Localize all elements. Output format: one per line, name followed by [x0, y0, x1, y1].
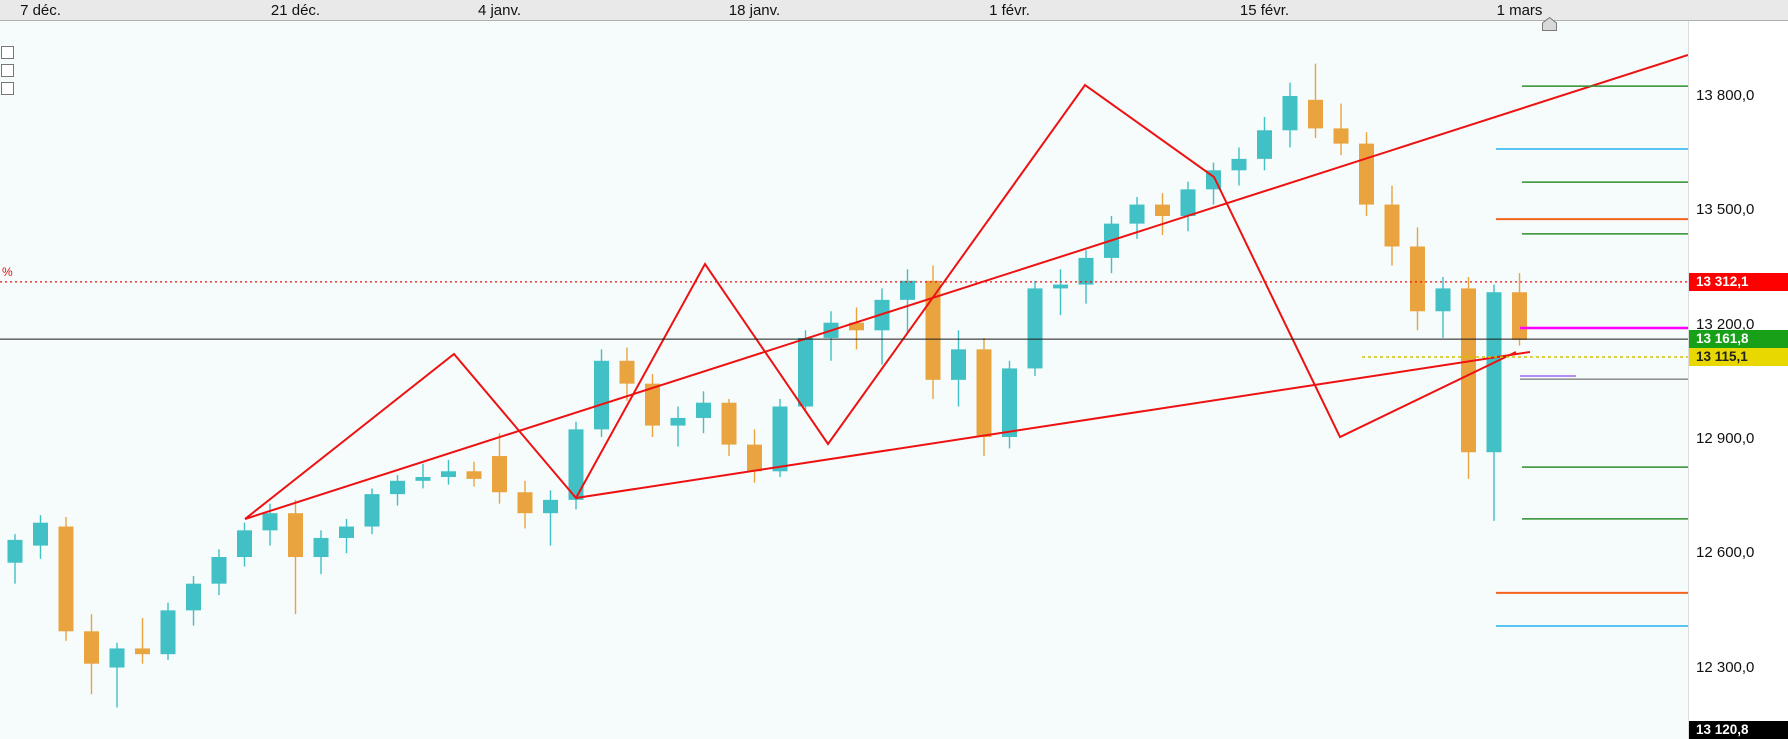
date-label: 15 févr. [1239, 2, 1290, 19]
candle-body [135, 648, 150, 655]
scroll-marker-icon[interactable] [1542, 17, 1557, 31]
candle-body [619, 360, 635, 384]
candle-body [466, 471, 482, 479]
candle-body [772, 406, 788, 472]
candle-body [1078, 257, 1094, 285]
candle-body [517, 492, 533, 514]
date-label: 4 janv. [477, 2, 522, 19]
candle-body [1333, 128, 1349, 144]
candle-body [543, 499, 558, 514]
date-label: 7 déc. [20, 2, 61, 19]
candle-body [58, 526, 74, 632]
zigzag-pattern[interactable] [244, 83, 1517, 520]
candle-body [339, 526, 354, 538]
candle-body [1410, 246, 1425, 312]
candle-body [1053, 284, 1068, 289]
chart-plot-background [0, 21, 1688, 739]
candle-body [186, 583, 201, 611]
candle-body [364, 494, 380, 527]
price-tick: 12 300,0 [1696, 658, 1755, 676]
chart-tool-button-3[interactable] [1, 82, 14, 95]
candle-body [84, 631, 99, 664]
candle-body [1257, 130, 1272, 159]
candle-body [313, 537, 329, 558]
candle-body [1180, 189, 1196, 217]
candle-body [1027, 288, 1043, 369]
candle-body [7, 539, 23, 563]
chart-tool-button-2[interactable] [1, 64, 14, 77]
candle-body [109, 648, 125, 668]
candle-body [951, 349, 966, 380]
candle-body [798, 337, 813, 407]
lower-channel-line[interactable] [575, 351, 1531, 499]
price-tick: 12 900,0 [1696, 429, 1755, 447]
candle-body [33, 522, 48, 546]
candlestick-chart[interactable] [0, 0, 1688, 739]
candle-body [1461, 288, 1476, 453]
date-axis[interactable]: 7 déc. 21 déc. 4 janv. 18 janv. 1 févr. 15 fé… [0, 0, 1788, 21]
price-tick: 13 200,0 [1696, 315, 1755, 333]
candle-body [1359, 143, 1374, 205]
chart-tool-button-1[interactable] [1, 46, 14, 59]
price-badge-black: 13 120,8 [1689, 721, 1788, 739]
main-uptrend-line[interactable] [244, 54, 1688, 520]
price-axis[interactable]: 13 800,0 13 500,0 13 200,0 12 900,0 12 600,0… [1688, 21, 1788, 739]
candle-body [1308, 99, 1323, 129]
candle-body [900, 280, 915, 300]
price-badge-green: 13 161,8 [1689, 330, 1788, 349]
candle-body [976, 349, 992, 437]
candle-body [1155, 204, 1170, 217]
price-badge-yellow: 13 115,1 [1689, 347, 1788, 366]
candle-body [211, 557, 227, 584]
candle-body [390, 480, 405, 495]
price-tick: 12 600,0 [1696, 544, 1755, 562]
candle-body [441, 471, 456, 477]
date-label: 21 déc. [270, 2, 321, 19]
candle-body [1486, 292, 1502, 453]
candle-body [415, 477, 431, 481]
candle-body [160, 610, 176, 655]
candle-body [849, 322, 864, 331]
candle-body [645, 383, 660, 426]
candle-body [670, 417, 686, 426]
candle-body [747, 444, 762, 472]
candle-body [568, 429, 584, 500]
candle-body [721, 402, 737, 445]
candle-body [237, 530, 252, 558]
candle-body [492, 456, 507, 493]
candle-body [925, 280, 941, 380]
candle-body [1231, 158, 1247, 171]
candle-body [288, 513, 303, 558]
date-label: 1 févr. [989, 2, 1030, 19]
candle-body [1384, 204, 1400, 247]
candle-body [1435, 288, 1451, 312]
date-label: 1 mars [1496, 2, 1543, 19]
fibonacci-percent-label: % [2, 265, 13, 279]
candle-body [1002, 368, 1017, 437]
candle-body [1282, 96, 1298, 131]
price-tick: 13 500,0 [1696, 201, 1755, 219]
price-tick: 13 800,0 [1696, 87, 1755, 104]
candle-body [262, 513, 278, 531]
price-badge-red: 13 312,1 [1689, 272, 1788, 291]
candle-body [1129, 204, 1145, 224]
candle-body [594, 360, 609, 430]
candle-body [696, 402, 711, 418]
candle-body [1512, 292, 1527, 340]
date-label: 18 janv. [728, 2, 781, 19]
